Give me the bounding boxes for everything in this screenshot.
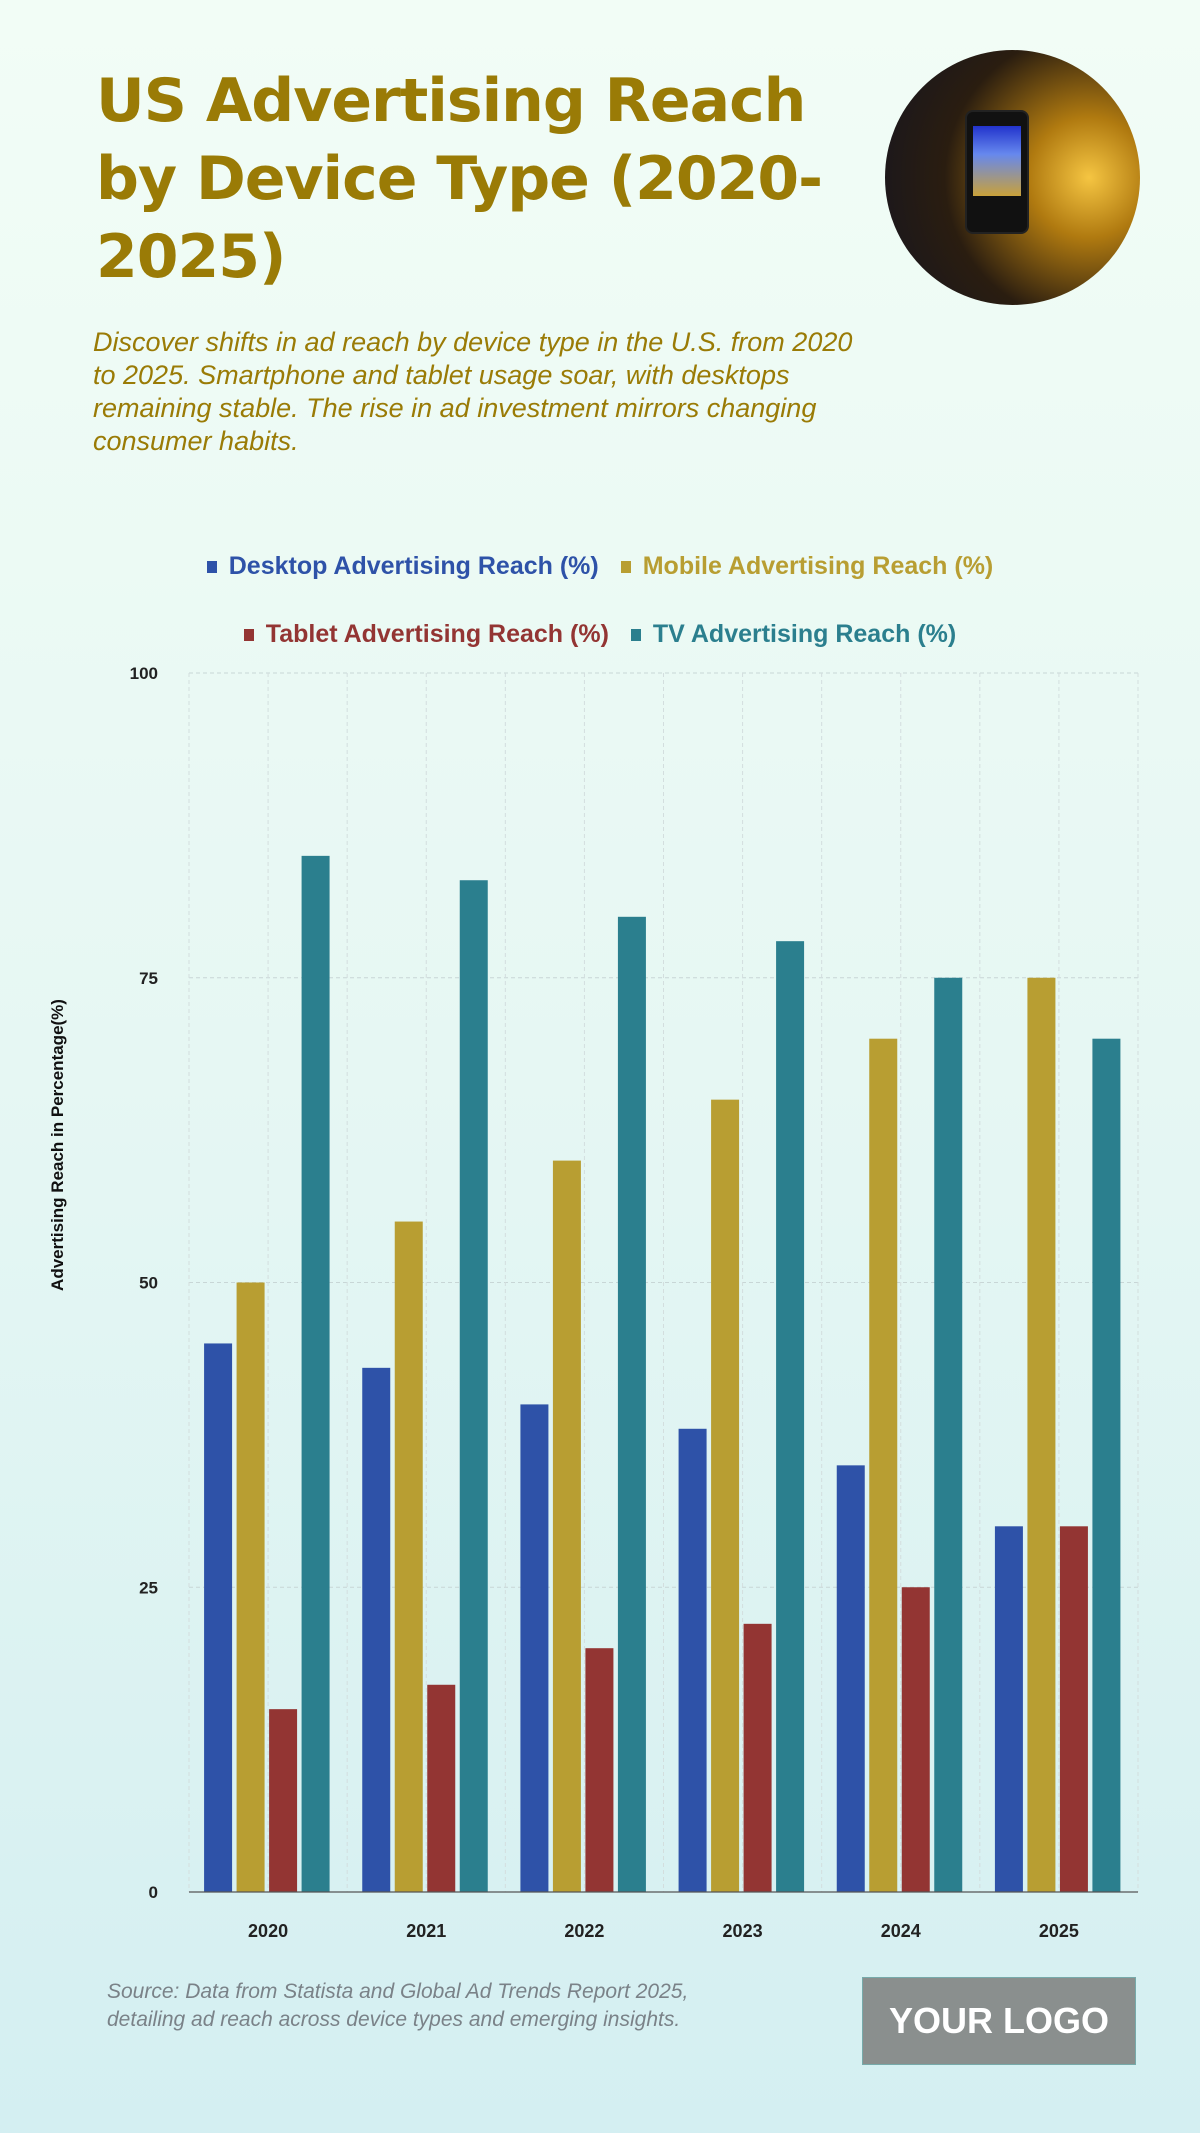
bar-tablet-2022 xyxy=(585,1648,614,1892)
x-tick-label: 2023 xyxy=(723,1921,763,1941)
legend-row-1: Desktop Advertising Reach (%) Mobile Adv… xyxy=(0,552,1200,581)
bar-tv-2023 xyxy=(776,941,805,1892)
source-text: Source: Data from Statista and Global Ad… xyxy=(107,1980,689,2031)
legend-item-tablet[interactable]: Tablet Advertising Reach (%) xyxy=(243,620,609,649)
y-tick-label: 25 xyxy=(139,1578,158,1597)
bar-tablet-2025 xyxy=(1059,1526,1088,1892)
legend-swatch xyxy=(243,628,254,641)
page-subtitle: Discover shifts in ad reach by device ty… xyxy=(93,327,853,456)
bar-tablet-2024 xyxy=(901,1587,930,1892)
bar-desktop-2022 xyxy=(520,1404,549,1892)
legend-label: TV Advertising Reach (%) xyxy=(652,620,957,648)
bar-mobile-2022 xyxy=(552,1160,581,1892)
legend-label: Desktop Advertising Reach (%) xyxy=(228,552,599,580)
y-tick-label: 75 xyxy=(139,969,158,988)
smartphone-photo xyxy=(885,50,1140,305)
bar-desktop-2025 xyxy=(994,1526,1023,1892)
y-tick-label: 50 xyxy=(139,1274,158,1293)
bar-mobile-2023 xyxy=(711,1099,740,1892)
bar-tablet-2020 xyxy=(269,1709,298,1892)
x-tick-label: 2024 xyxy=(881,1921,921,1941)
bar-mobile-2020 xyxy=(236,1282,265,1892)
bar-tv-2025 xyxy=(1092,1038,1121,1892)
source-note: Source: Data from Statista and Global Ad… xyxy=(107,1978,767,2034)
x-tick-label: 2020 xyxy=(248,1921,288,1941)
y-tick-label: 0 xyxy=(149,1883,158,1902)
y-tick-label: 100 xyxy=(130,664,158,683)
phone-icon xyxy=(965,110,1029,234)
bar-tablet-2021 xyxy=(427,1684,456,1892)
bar-tv-2022 xyxy=(617,916,646,1892)
x-tick-label: 2022 xyxy=(564,1921,604,1941)
legend-swatch xyxy=(620,560,631,573)
legend-item-tv[interactable]: TV Advertising Reach (%) xyxy=(630,620,957,649)
bar-mobile-2025 xyxy=(1027,977,1056,1892)
legend-label: Tablet Advertising Reach (%) xyxy=(265,620,609,648)
x-tick-label: 2025 xyxy=(1039,1921,1079,1941)
legend-row-2: Tablet Advertising Reach (%) TV Advertis… xyxy=(0,620,1200,649)
bar-tv-2021 xyxy=(459,880,488,1892)
logo-placeholder: YOUR LOGO xyxy=(862,1977,1136,2065)
bar-desktop-2020 xyxy=(204,1343,233,1892)
x-tick-label: 2021 xyxy=(406,1921,446,1941)
bar-tv-2020 xyxy=(301,855,330,1892)
bar-mobile-2024 xyxy=(869,1038,898,1892)
legend-label: Mobile Advertising Reach (%) xyxy=(642,552,994,580)
legend-swatch xyxy=(630,628,641,641)
bar-desktop-2023 xyxy=(678,1428,707,1892)
bar-mobile-2021 xyxy=(394,1221,423,1892)
bar-tv-2024 xyxy=(934,977,963,1892)
bar-tablet-2023 xyxy=(743,1623,772,1892)
legend-swatch xyxy=(206,560,217,573)
legend-item-desktop[interactable]: Desktop Advertising Reach (%) xyxy=(206,552,599,581)
y-axis-label: Advertising Reach in Percentage(%) xyxy=(48,999,67,1291)
legend-item-mobile[interactable]: Mobile Advertising Reach (%) xyxy=(620,552,994,581)
bar-desktop-2021 xyxy=(362,1367,391,1892)
bar-desktop-2024 xyxy=(836,1465,865,1892)
page-title: US Advertising Reach by Device Type (202… xyxy=(96,66,823,292)
